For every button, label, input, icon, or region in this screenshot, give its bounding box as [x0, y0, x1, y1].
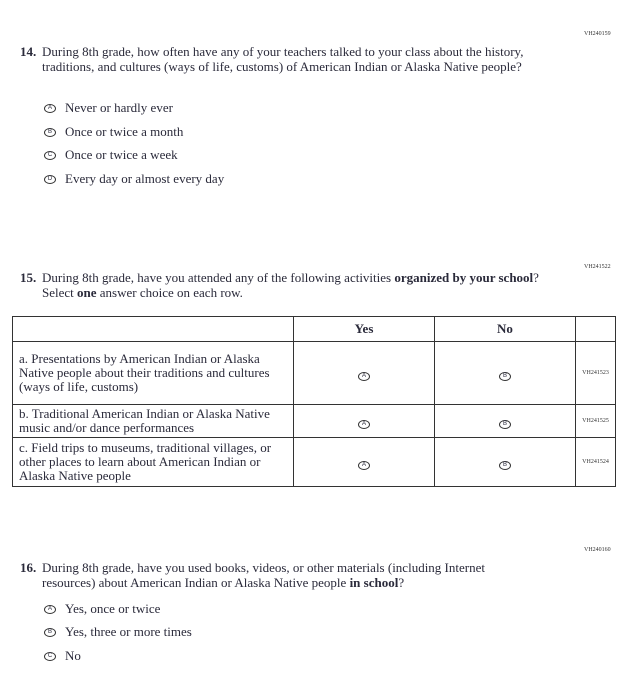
bubble-icon[interactable]: B	[499, 371, 511, 381]
question-text: ?	[398, 575, 405, 590]
grid-row-b: b. Traditional American Indian or Alaska…	[12, 404, 616, 438]
row-label: b. Traditional American Indian or Alaska…	[12, 404, 294, 438]
question-15: 15. During 8th grade, have you attended …	[20, 270, 550, 300]
item-code: VH240159	[584, 31, 611, 37]
question-text: During 8th grade, have you attended any …	[42, 270, 395, 285]
option-d[interactable]: D Every day or almost every day	[44, 171, 224, 187]
bubble-icon[interactable]: A	[358, 460, 370, 470]
question-text: ? Select	[42, 270, 539, 300]
question-number: 16.	[20, 560, 37, 575]
question-text: During 8th grade, how often have any of …	[42, 44, 524, 74]
bubble-icon[interactable]: C	[44, 651, 56, 661]
item-code: VH241523	[575, 341, 616, 405]
option-label: Once or twice a week	[65, 147, 178, 162]
grid-row-a: a. Presentations by American Indian or A…	[12, 341, 616, 405]
item-code: VH241524	[575, 437, 616, 487]
question-text: During 8th grade, have you used books, v…	[42, 560, 485, 590]
bubble-icon[interactable]: C	[44, 150, 56, 160]
bubble-icon[interactable]: A	[358, 371, 370, 381]
option-a[interactable]: A Never or hardly ever	[44, 100, 173, 116]
option-label: Yes, three or more times	[65, 624, 192, 639]
emphasis: one	[77, 285, 97, 300]
option-label: No	[65, 648, 81, 663]
bubble-icon[interactable]: B	[44, 627, 56, 637]
question-number: 15.	[20, 270, 37, 285]
option-c[interactable]: C Once or twice a week	[44, 147, 178, 163]
item-code: VH241525	[575, 404, 616, 438]
item-code: VH241522	[584, 264, 611, 270]
option-b[interactable]: B Yes, three or more times	[44, 624, 192, 640]
header-yes: Yes	[293, 316, 435, 342]
bubble-icon[interactable]: D	[44, 174, 56, 184]
bubble-icon[interactable]: B	[44, 127, 56, 137]
option-c[interactable]: C No	[44, 648, 81, 664]
question-number: 14.	[20, 44, 37, 59]
question-text: answer choice on each row.	[96, 285, 243, 300]
question-14: 14. During 8th grade, how often have any…	[20, 44, 540, 74]
answer-grid: Yes No a. Presentations by American India…	[12, 316, 616, 487]
bubble-icon[interactable]: B	[499, 460, 511, 470]
option-b[interactable]: B Once or twice a month	[44, 124, 183, 140]
row-label: a. Presentations by American Indian or A…	[12, 341, 294, 405]
option-a[interactable]: A Yes, once or twice	[44, 601, 160, 617]
option-label: Yes, once or twice	[65, 601, 161, 616]
bubble-icon[interactable]: A	[44, 103, 56, 113]
item-code: VH240160	[584, 547, 611, 553]
option-label: Never or hardly ever	[65, 100, 173, 115]
question-16: 16. During 8th grade, have you used book…	[20, 560, 520, 590]
bubble-icon[interactable]: A	[44, 604, 56, 614]
row-label: c. Field trips to museums, traditional v…	[12, 437, 294, 487]
header-no: No	[434, 316, 576, 342]
bubble-icon[interactable]: B	[499, 419, 511, 429]
bubble-icon[interactable]: A	[358, 419, 370, 429]
grid-row-c: c. Field trips to museums, traditional v…	[12, 437, 616, 487]
option-label: Once or twice a month	[65, 124, 184, 139]
emphasis: organized by your school	[394, 270, 534, 285]
option-label: Every day or almost every day	[65, 171, 225, 186]
emphasis: in school	[349, 575, 399, 590]
